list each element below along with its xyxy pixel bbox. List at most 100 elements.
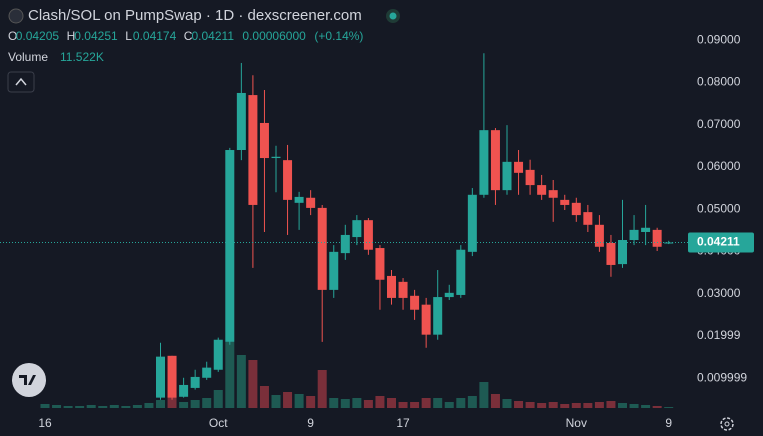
volume-bar — [363, 400, 373, 408]
volume-bar — [225, 342, 235, 408]
candle-body — [652, 229, 662, 247]
candle-body — [618, 240, 627, 265]
candle-body — [283, 160, 293, 200]
volume-bar — [340, 399, 350, 408]
volume-bar — [560, 404, 570, 408]
plot: 0.0099990.019990.030000.040000.050000.06… — [0, 32, 754, 430]
volume-bar — [236, 355, 246, 408]
volume-bar — [190, 400, 200, 408]
volume-bar — [502, 399, 512, 408]
candle-body — [433, 297, 443, 335]
candle-body — [444, 292, 454, 298]
candle-body — [248, 95, 258, 205]
volume-bar — [213, 390, 223, 408]
volume-bar — [86, 405, 96, 408]
last-price-label: 0.04211 — [697, 235, 740, 249]
candle-body — [490, 130, 500, 191]
volume-bar — [606, 401, 616, 408]
ohlc-change-pct: (+0.14%) — [314, 29, 363, 43]
ohlc-value: 0.04211 — [192, 29, 235, 43]
chart-title: Clash/SOL on PumpSwap · 1D · dexscreener… — [28, 7, 362, 24]
volume-bar — [283, 392, 293, 408]
volume-bar — [75, 406, 85, 408]
x-tick-label: 16 — [38, 416, 52, 430]
volume-bar — [525, 402, 535, 408]
volume-value: 11.522K — [60, 50, 104, 64]
volume-bar — [456, 398, 466, 408]
candle-body — [571, 202, 581, 216]
ohlc-key: C — [184, 29, 193, 43]
candle-body — [525, 169, 535, 186]
volume-bar — [641, 405, 651, 408]
volume-bar — [490, 394, 500, 408]
volume-bar — [132, 405, 142, 408]
candle-body — [329, 251, 339, 290]
volume-bar — [514, 401, 524, 408]
candle-body — [537, 185, 547, 195]
candle-body — [202, 367, 212, 378]
x-tick-label: 9 — [307, 416, 314, 430]
volume-bar — [618, 403, 627, 408]
candle-body — [514, 161, 524, 173]
candle-body — [340, 234, 350, 254]
candle-body — [271, 156, 281, 159]
volume-bar — [109, 405, 119, 408]
volume-bar — [144, 403, 154, 408]
candle-body — [583, 212, 593, 225]
candle-body — [398, 281, 408, 298]
volume-bar — [202, 398, 212, 408]
candle-body — [594, 224, 604, 247]
status-dot — [389, 12, 397, 20]
volume-bar — [317, 370, 327, 408]
volume-bar — [248, 360, 258, 408]
volume-bar — [352, 398, 362, 408]
ohlc-value: 0.04205 — [16, 29, 60, 43]
candle-body — [352, 220, 362, 238]
volume-bar — [167, 396, 177, 408]
last-price-tag — [688, 232, 754, 253]
volume-bar — [629, 404, 639, 408]
candle-body — [410, 295, 420, 310]
y-tick-label: 0.06000 — [697, 159, 741, 173]
volume-bar — [98, 406, 108, 408]
candle-body — [387, 275, 396, 298]
y-tick-label: 0.05000 — [697, 201, 741, 215]
volume-bar — [652, 406, 662, 408]
y-tick-label: 0.03000 — [697, 286, 741, 300]
collapse-button[interactable] — [7, 71, 35, 93]
candle-body — [190, 376, 200, 388]
volume-bar — [664, 407, 674, 408]
ohlc-value: 0.04251 — [74, 29, 118, 43]
volume-bar — [583, 403, 593, 408]
candle-body — [259, 122, 269, 159]
volume-bar — [259, 386, 269, 408]
candle-body — [306, 197, 316, 208]
x-tick-label: 9 — [665, 416, 672, 430]
candle-body — [641, 227, 651, 232]
y-tick-label: 0.009999 — [697, 370, 747, 384]
volume-bar — [421, 398, 431, 408]
settings-button[interactable] — [720, 417, 734, 431]
candle-body — [467, 194, 477, 252]
candle-body — [225, 150, 235, 342]
volume-bar — [410, 402, 420, 408]
volume-bar — [156, 400, 165, 408]
candle-body — [179, 384, 189, 397]
candle-body — [421, 304, 431, 335]
candle-body — [363, 220, 373, 250]
candle-body — [167, 355, 177, 398]
ohlc-legend: O0.04205 H 0.04251 L 0.04174 C 0.04211 0.000060… — [8, 29, 363, 43]
volume-bar — [387, 398, 396, 408]
collapse-icon — [15, 77, 27, 86]
volume-bar — [329, 398, 339, 408]
volume-bar — [271, 395, 281, 408]
volume-bar — [179, 402, 189, 408]
candle-body — [560, 199, 570, 205]
volume-bar — [548, 402, 558, 408]
volume-label: Volume — [8, 50, 48, 64]
candle-body — [456, 249, 466, 295]
logo[interactable] — [12, 363, 46, 397]
ohlc-key: L — [125, 29, 132, 43]
volume-bar — [52, 405, 62, 408]
